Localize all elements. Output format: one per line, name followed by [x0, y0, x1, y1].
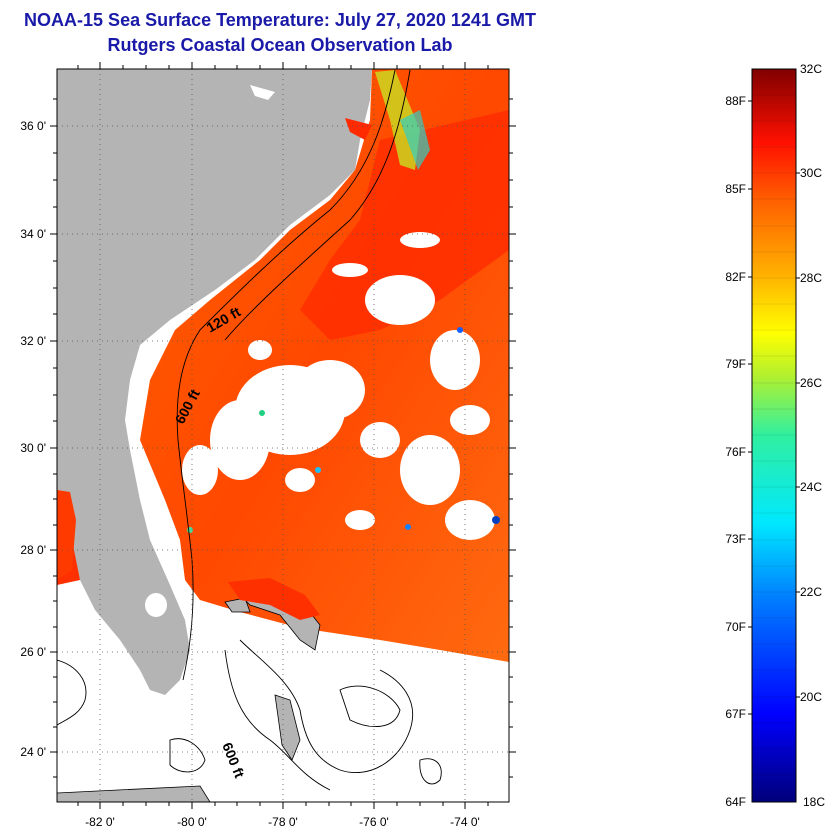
lake	[250, 85, 275, 100]
lon-label: -82 0'	[85, 815, 115, 829]
colorbar-f-label: 79F	[725, 357, 746, 371]
lon-label: -76 0'	[359, 815, 389, 829]
colorbar-f-label: 64F	[725, 795, 746, 809]
colorbar-c-label: 18C	[803, 795, 825, 809]
lake-okeechobee	[145, 593, 167, 617]
lon-label: -80 0'	[177, 815, 207, 829]
map-title: NOAA-15 Sea Surface Temperature: July 27…	[24, 10, 536, 30]
land-cuba	[57, 785, 211, 802]
colorbar-f-label: 82F	[725, 270, 746, 284]
bathymetry-contours	[57, 69, 442, 791]
cloud-cover	[182, 232, 495, 540]
gulf-water	[57, 490, 76, 580]
colorbar-c-label: 28C	[800, 271, 822, 285]
lat-label: 28 0'	[20, 543, 46, 557]
colorbar-f-label: 76F	[725, 445, 746, 459]
colorbar-gradient	[751, 68, 797, 803]
graticule	[57, 69, 509, 802]
colorbar-f-label: 70F	[725, 620, 746, 634]
map-subtitle: Rutgers Coastal Ocean Observation Lab	[107, 35, 453, 55]
colorbar-f-label: 88F	[725, 94, 746, 108]
lat-label: 26 0'	[20, 645, 46, 659]
sst-cool-strip	[375, 70, 420, 170]
colorbar-f-ticks	[748, 100, 752, 715]
lat-label: 36 0'	[20, 119, 46, 133]
sst-hot-region	[300, 110, 509, 340]
bahamas-bank-sst	[228, 578, 320, 620]
lon-label: -78 0'	[268, 815, 298, 829]
colorbar-f-label: 85F	[725, 182, 746, 196]
colorbar-bands	[752, 94, 796, 776]
lat-label: 30 0'	[20, 441, 46, 455]
colorbar-c-label: 22C	[800, 585, 822, 599]
colorbar-c-label: 24C	[800, 480, 822, 494]
colorbar-f-label: 67F	[725, 707, 746, 721]
colorbar-c-label: 30C	[800, 166, 822, 180]
colorbar-f-label: 73F	[725, 532, 746, 546]
colorbar-c-label: 32C	[800, 62, 822, 76]
lat-label: 34 0'	[20, 227, 46, 241]
colorbar-c-label: 20C	[800, 690, 822, 704]
sst-cool-strip-2	[400, 110, 430, 170]
pamlico-sound	[345, 118, 372, 140]
lon-label: -74 0'	[450, 815, 480, 829]
axis-ticks	[50, 62, 516, 809]
lat-label: 24 0'	[20, 745, 46, 759]
lat-label: 32 0'	[20, 334, 46, 348]
colorbar-c-ticks	[796, 172, 800, 698]
land-us-southeast	[57, 69, 372, 695]
colorbar-c-label: 26C	[800, 376, 822, 390]
